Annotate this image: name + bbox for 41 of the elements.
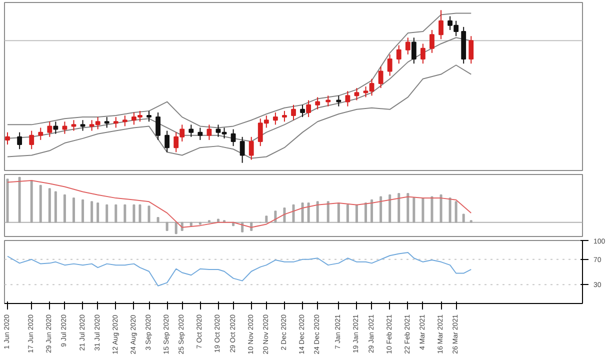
candlestick	[248, 136, 254, 160]
candlestick	[326, 95, 331, 107]
candlestick	[411, 37, 416, 64]
candlestick	[198, 127, 203, 140]
candlestick	[430, 29, 434, 54]
candlestick	[62, 121, 68, 134]
candlestick	[113, 116, 118, 128]
candlestick	[146, 110, 152, 122]
candlestick	[17, 132, 22, 150]
candlestick	[71, 120, 76, 132]
candlestick	[291, 104, 296, 121]
candlestick	[104, 116, 110, 128]
candlestick	[345, 90, 350, 107]
candlestick	[80, 120, 86, 132]
candlestick	[387, 54, 392, 76]
candlestick	[396, 44, 402, 64]
candlestick	[5, 132, 10, 146]
candlestick	[230, 128, 236, 147]
line-series	[7, 252, 472, 286]
candlestick	[468, 36, 474, 64]
candlestick	[438, 10, 444, 40]
candlestick	[164, 130, 170, 153]
candlestick	[378, 66, 384, 89]
candlestick	[420, 43, 426, 64]
candlestick	[272, 112, 278, 126]
candlestick	[315, 96, 320, 110]
candlestick	[336, 95, 342, 107]
candlestick	[354, 88, 360, 101]
candlestick	[405, 37, 410, 55]
candlestick	[300, 104, 305, 118]
candlestick	[29, 130, 34, 150]
candlestick	[38, 127, 44, 140]
candlestick	[47, 121, 52, 138]
candlestick	[53, 121, 58, 134]
candlestick	[122, 115, 128, 127]
candlestick	[282, 110, 287, 122]
candlestick	[156, 112, 160, 140]
candlestick	[206, 124, 212, 140]
candlestick	[240, 136, 245, 164]
candlestick	[306, 100, 312, 118]
candlestick	[188, 124, 194, 138]
